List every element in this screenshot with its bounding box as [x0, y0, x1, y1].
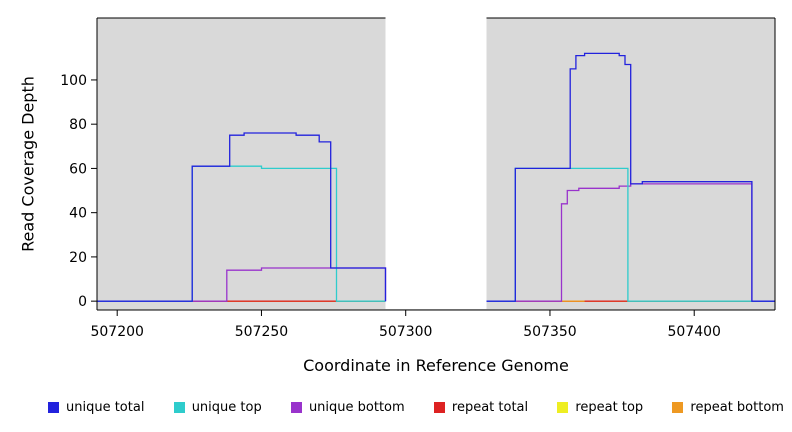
legend-label-unique-total: unique total [66, 400, 145, 415]
chart-legend: unique total unique top unique bottom repea… [48, 400, 784, 415]
y-tick-label: 20 [69, 250, 87, 266]
x-tick-label: 507200 [90, 324, 143, 340]
y-tick-label: 40 [69, 206, 87, 222]
legend-label-repeat-total: repeat total [451, 400, 529, 415]
legend-item-repeat-total: repeat total [433, 400, 529, 415]
legend-swatch-repeat-bottom [672, 402, 684, 413]
x-tick-label: 507300 [379, 324, 432, 340]
legend-label-repeat-bottom: repeat bottom [690, 400, 784, 415]
legend-swatch-unique-bottom [290, 402, 302, 413]
legend-swatch-repeat-total [433, 402, 445, 413]
series-line-unique-total [97, 132, 387, 302]
y-axis-title: Read Coverage Depth [18, 76, 38, 252]
y-tick-label: 0 [78, 294, 87, 310]
legend-item-repeat-bottom: repeat bottom [672, 400, 784, 415]
legend-item-unique-total: unique total [48, 400, 144, 415]
x-tick-label: 507350 [523, 324, 576, 340]
legend-label-repeat-top: repeat top [575, 400, 644, 415]
y-tick-label: 100 [60, 73, 87, 89]
legend-swatch-unique-top [173, 402, 185, 413]
coverage-plot-canvas: 0 20 40 60 80 100 507200 507250 507300 507350 5074… [60, 13, 776, 340]
legend-label-unique-top: unique top [191, 400, 262, 415]
legend-swatch-repeat-top [557, 402, 569, 413]
y-tick-label: 60 [69, 161, 87, 177]
legend-item-unique-top: unique top [173, 400, 262, 415]
legend-swatch-unique-total [48, 402, 59, 413]
legend-label-unique-bottom: unique bottom [308, 400, 405, 415]
x-tick-label: 507400 [667, 324, 720, 340]
series-line-unique-bottom [486, 183, 775, 302]
x-tick-label: 507250 [235, 324, 288, 340]
legend-item-repeat-top: repeat top [557, 400, 643, 415]
series-line-unique-total [486, 52, 775, 302]
legend-item-unique-bottom: unique bottom [290, 400, 405, 415]
no-data-gap-region [385, 13, 487, 309]
y-tick-label: 80 [69, 117, 87, 133]
x-axis-title: Coordinate in Reference Genome [303, 356, 569, 375]
